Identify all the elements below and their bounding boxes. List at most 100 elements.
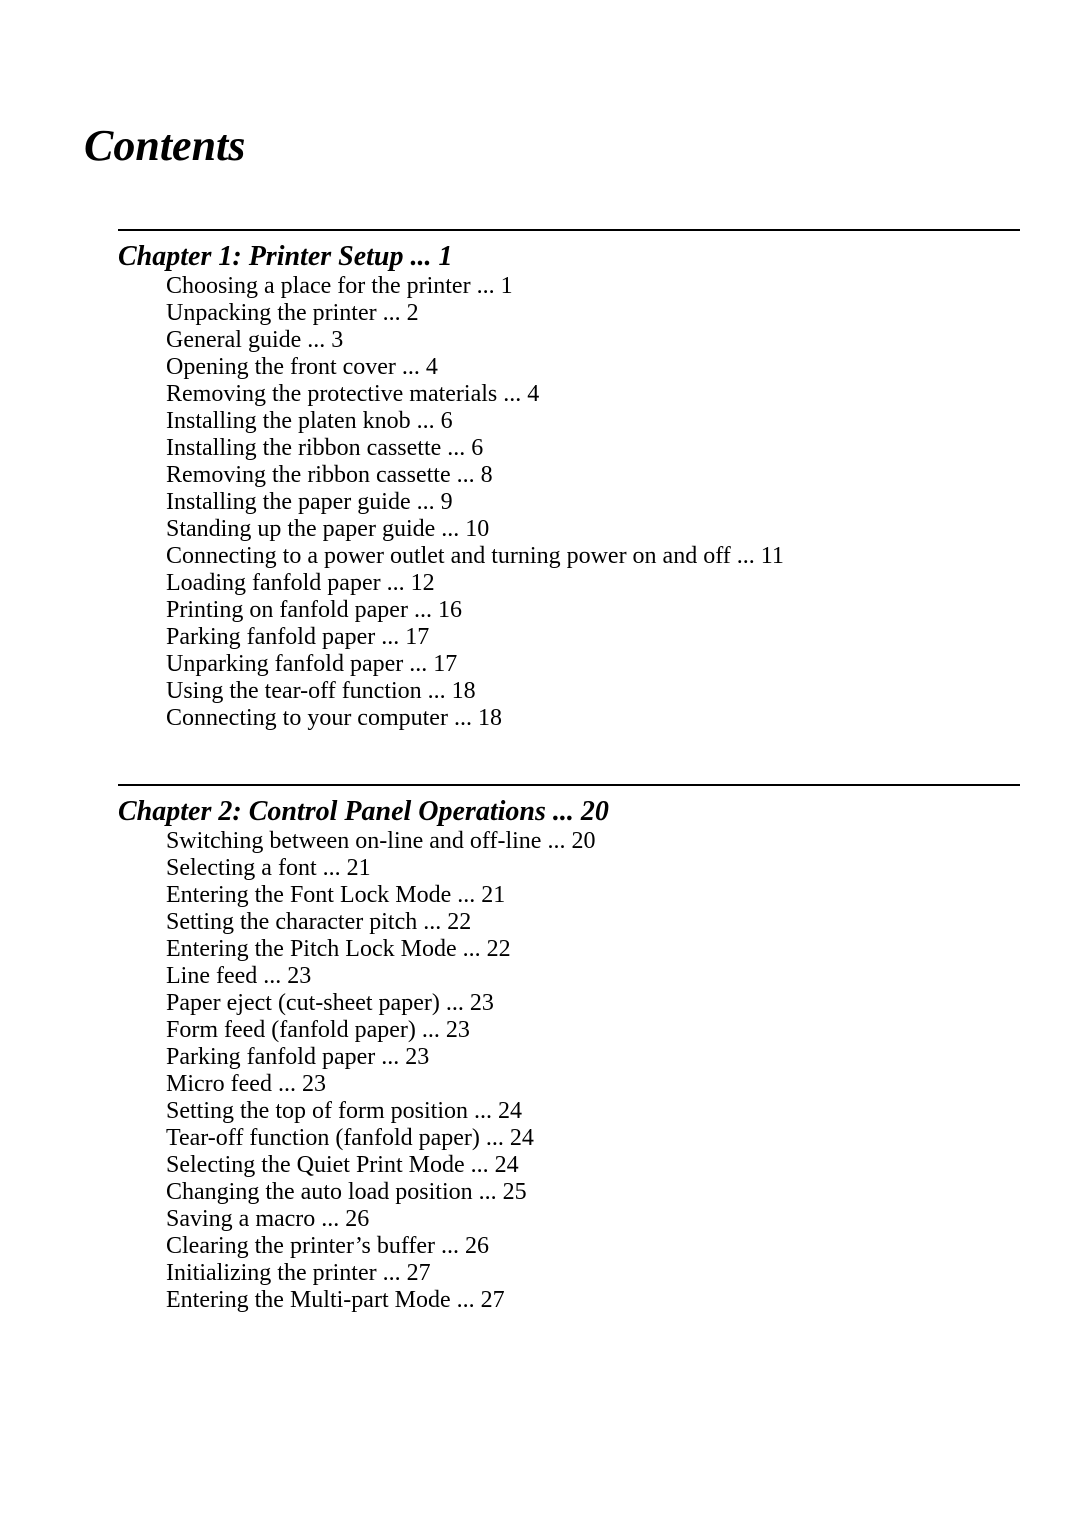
entries: Choosing a place for the printer ... 1Un… (166, 273, 1020, 732)
entry-page: 16 (438, 597, 462, 623)
separator: ... (435, 516, 465, 542)
toc-entry: Removing the protective materials ... 4 (166, 381, 1020, 408)
entry-page: 22 (447, 909, 471, 935)
separator: ... (257, 963, 287, 989)
entry-page: 21 (481, 882, 505, 908)
entry-page: 9 (441, 489, 453, 515)
section-rule (118, 784, 1020, 786)
toc-entry: Clearing the printer’s buffer ... 26 (166, 1233, 1020, 1260)
entry-page: 4 (527, 381, 539, 407)
chapter-block: Chapter 2: Control Panel Operations ... … (118, 784, 1020, 1314)
chapter-prefix: Chapter 1: (118, 241, 249, 272)
separator: ... (473, 1179, 503, 1205)
entry-page: 17 (433, 651, 457, 677)
separator: ... (377, 1260, 407, 1286)
entry-title: Printing on fanfold paper (166, 597, 408, 623)
entry-page: 18 (452, 678, 476, 704)
entry-title: Entering the Multi-part Mode (166, 1287, 451, 1313)
toc-entry: Standing up the paper guide ... 10 (166, 516, 1020, 543)
entry-title: Connecting to your computer (166, 705, 448, 731)
toc-entry: Tear-off function (fanfold paper) ... 24 (166, 1125, 1020, 1152)
separator: ... (403, 651, 433, 677)
entry-title: General guide (166, 327, 301, 353)
toc-entry: Setting the character pitch ... 22 (166, 909, 1020, 936)
entry-title: Line feed (166, 963, 257, 989)
entry-page: 21 (347, 855, 371, 881)
entry-title: Removing the ribbon cassette (166, 462, 451, 488)
entry-page: 23 (470, 990, 494, 1016)
entry-title: Tear-off function (fanfold paper) (166, 1125, 480, 1151)
toc-entry: Changing the auto load position ... 25 (166, 1179, 1020, 1206)
toc-entry: Installing the platen knob ... 6 (166, 408, 1020, 435)
entry-title: Selecting a font (166, 855, 317, 881)
entry-title: Clearing the printer’s buffer (166, 1233, 435, 1259)
separator: ... (441, 435, 471, 461)
separator: ... (465, 1152, 495, 1178)
toc-entry: General guide ... 3 (166, 327, 1020, 354)
toc-entry: Entering the Pitch Lock Mode ... 22 (166, 936, 1020, 963)
separator: ... (404, 241, 439, 272)
chapter-name: Control Panel Operations (249, 796, 546, 827)
toc-entry: Using the tear-off function ... 18 (166, 678, 1020, 705)
separator: ... (471, 273, 501, 299)
separator: ... (377, 300, 407, 326)
entry-title: Initializing the printer (166, 1260, 377, 1286)
entry-page: 1 (501, 273, 513, 299)
entry-page: 22 (487, 936, 511, 962)
separator: ... (411, 489, 441, 515)
entry-title: Entering the Pitch Lock Mode (166, 936, 457, 962)
entry-title: Installing the platen knob (166, 408, 411, 434)
entry-page: 8 (481, 462, 493, 488)
entry-title: Unpacking the printer (166, 300, 377, 326)
entry-page: 27 (481, 1287, 505, 1313)
separator: ... (272, 1071, 302, 1097)
entry-page: 23 (302, 1071, 326, 1097)
separator: ... (422, 678, 452, 704)
entry-page: 23 (446, 1017, 470, 1043)
section-rule (118, 229, 1020, 231)
entry-title: Switching between on-line and off-line (166, 828, 541, 854)
separator: ... (480, 1125, 510, 1151)
entry-page: 18 (478, 705, 502, 731)
separator: ... (375, 1044, 405, 1070)
chapter-prefix: Chapter 2: (118, 796, 249, 827)
entry-page: 24 (510, 1125, 534, 1151)
separator: ... (411, 408, 441, 434)
entry-title: Choosing a place for the printer (166, 273, 471, 299)
separator: ... (448, 705, 478, 731)
entry-title: Selecting the Quiet Print Mode (166, 1152, 465, 1178)
entry-page: 4 (426, 354, 438, 380)
entry-title: Loading fanfold paper (166, 570, 381, 596)
entry-page: 26 (465, 1233, 489, 1259)
toc-entry: Entering the Multi-part Mode ... 27 (166, 1287, 1020, 1314)
entry-page: 24 (495, 1152, 519, 1178)
entry-title: Changing the auto load position (166, 1179, 473, 1205)
entry-title: Opening the front cover (166, 354, 396, 380)
entry-page: 6 (441, 408, 453, 434)
toc-entry: Initializing the printer ... 27 (166, 1260, 1020, 1287)
entry-page: 20 (571, 828, 595, 854)
page-title: Contents (84, 120, 1080, 171)
separator: ... (416, 1017, 446, 1043)
entry-title: Setting the character pitch (166, 909, 417, 935)
toc-entry: Installing the paper guide ... 9 (166, 489, 1020, 516)
toc-entry: Parking fanfold paper ... 23 (166, 1044, 1020, 1071)
toc-entry: Entering the Font Lock Mode ... 21 (166, 882, 1020, 909)
toc-entry: Installing the ribbon cassette ... 6 (166, 435, 1020, 462)
chapter-block: Chapter 1: Printer Setup ... 1Choosing a… (118, 229, 1020, 732)
separator: ... (381, 570, 411, 596)
entry-title: Micro feed (166, 1071, 272, 1097)
chapters-container: Chapter 1: Printer Setup ... 1Choosing a… (0, 229, 1080, 1314)
entry-page: 6 (471, 435, 483, 461)
entry-page: 2 (407, 300, 419, 326)
separator: ... (315, 1206, 345, 1232)
separator: ... (497, 381, 527, 407)
separator: ... (417, 909, 447, 935)
toc-entry: Unparking fanfold paper ... 17 (166, 651, 1020, 678)
toc-entry: Unpacking the printer ... 2 (166, 300, 1020, 327)
toc-entry: Choosing a place for the printer ... 1 (166, 273, 1020, 300)
toc-entry: Paper eject (cut-sheet paper) ... 23 (166, 990, 1020, 1017)
separator: ... (457, 936, 487, 962)
entry-page: 26 (345, 1206, 369, 1232)
entry-title: Installing the ribbon cassette (166, 435, 441, 461)
